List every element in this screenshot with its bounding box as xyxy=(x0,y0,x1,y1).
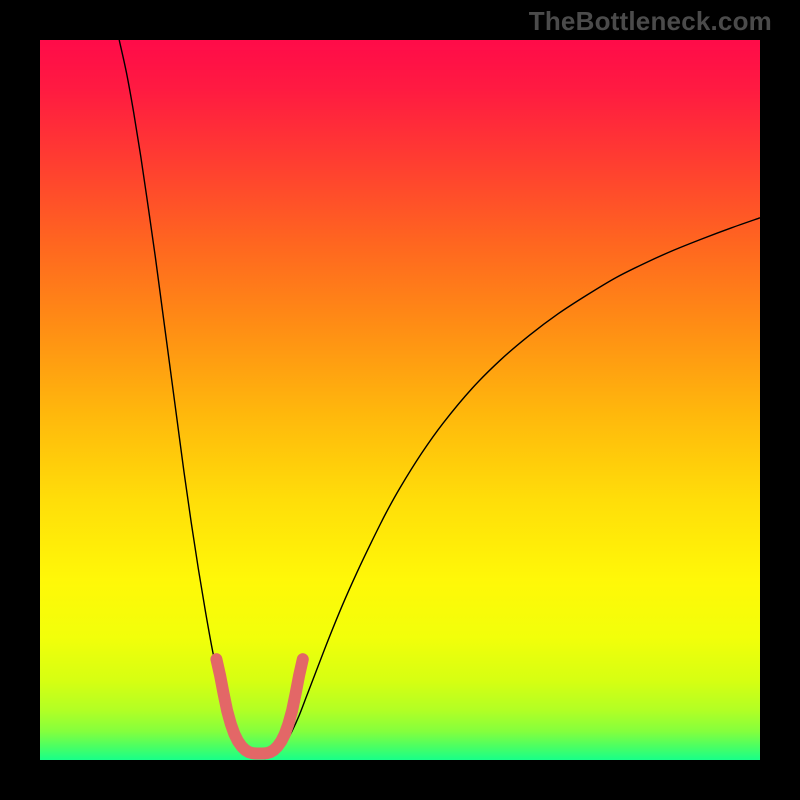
bottleneck-curve xyxy=(119,40,760,759)
chart-frame: TheBottleneck.com xyxy=(0,0,800,800)
curve-layer xyxy=(0,0,800,800)
highlight-u-marker xyxy=(216,659,302,753)
watermark-text: TheBottleneck.com xyxy=(529,6,772,37)
